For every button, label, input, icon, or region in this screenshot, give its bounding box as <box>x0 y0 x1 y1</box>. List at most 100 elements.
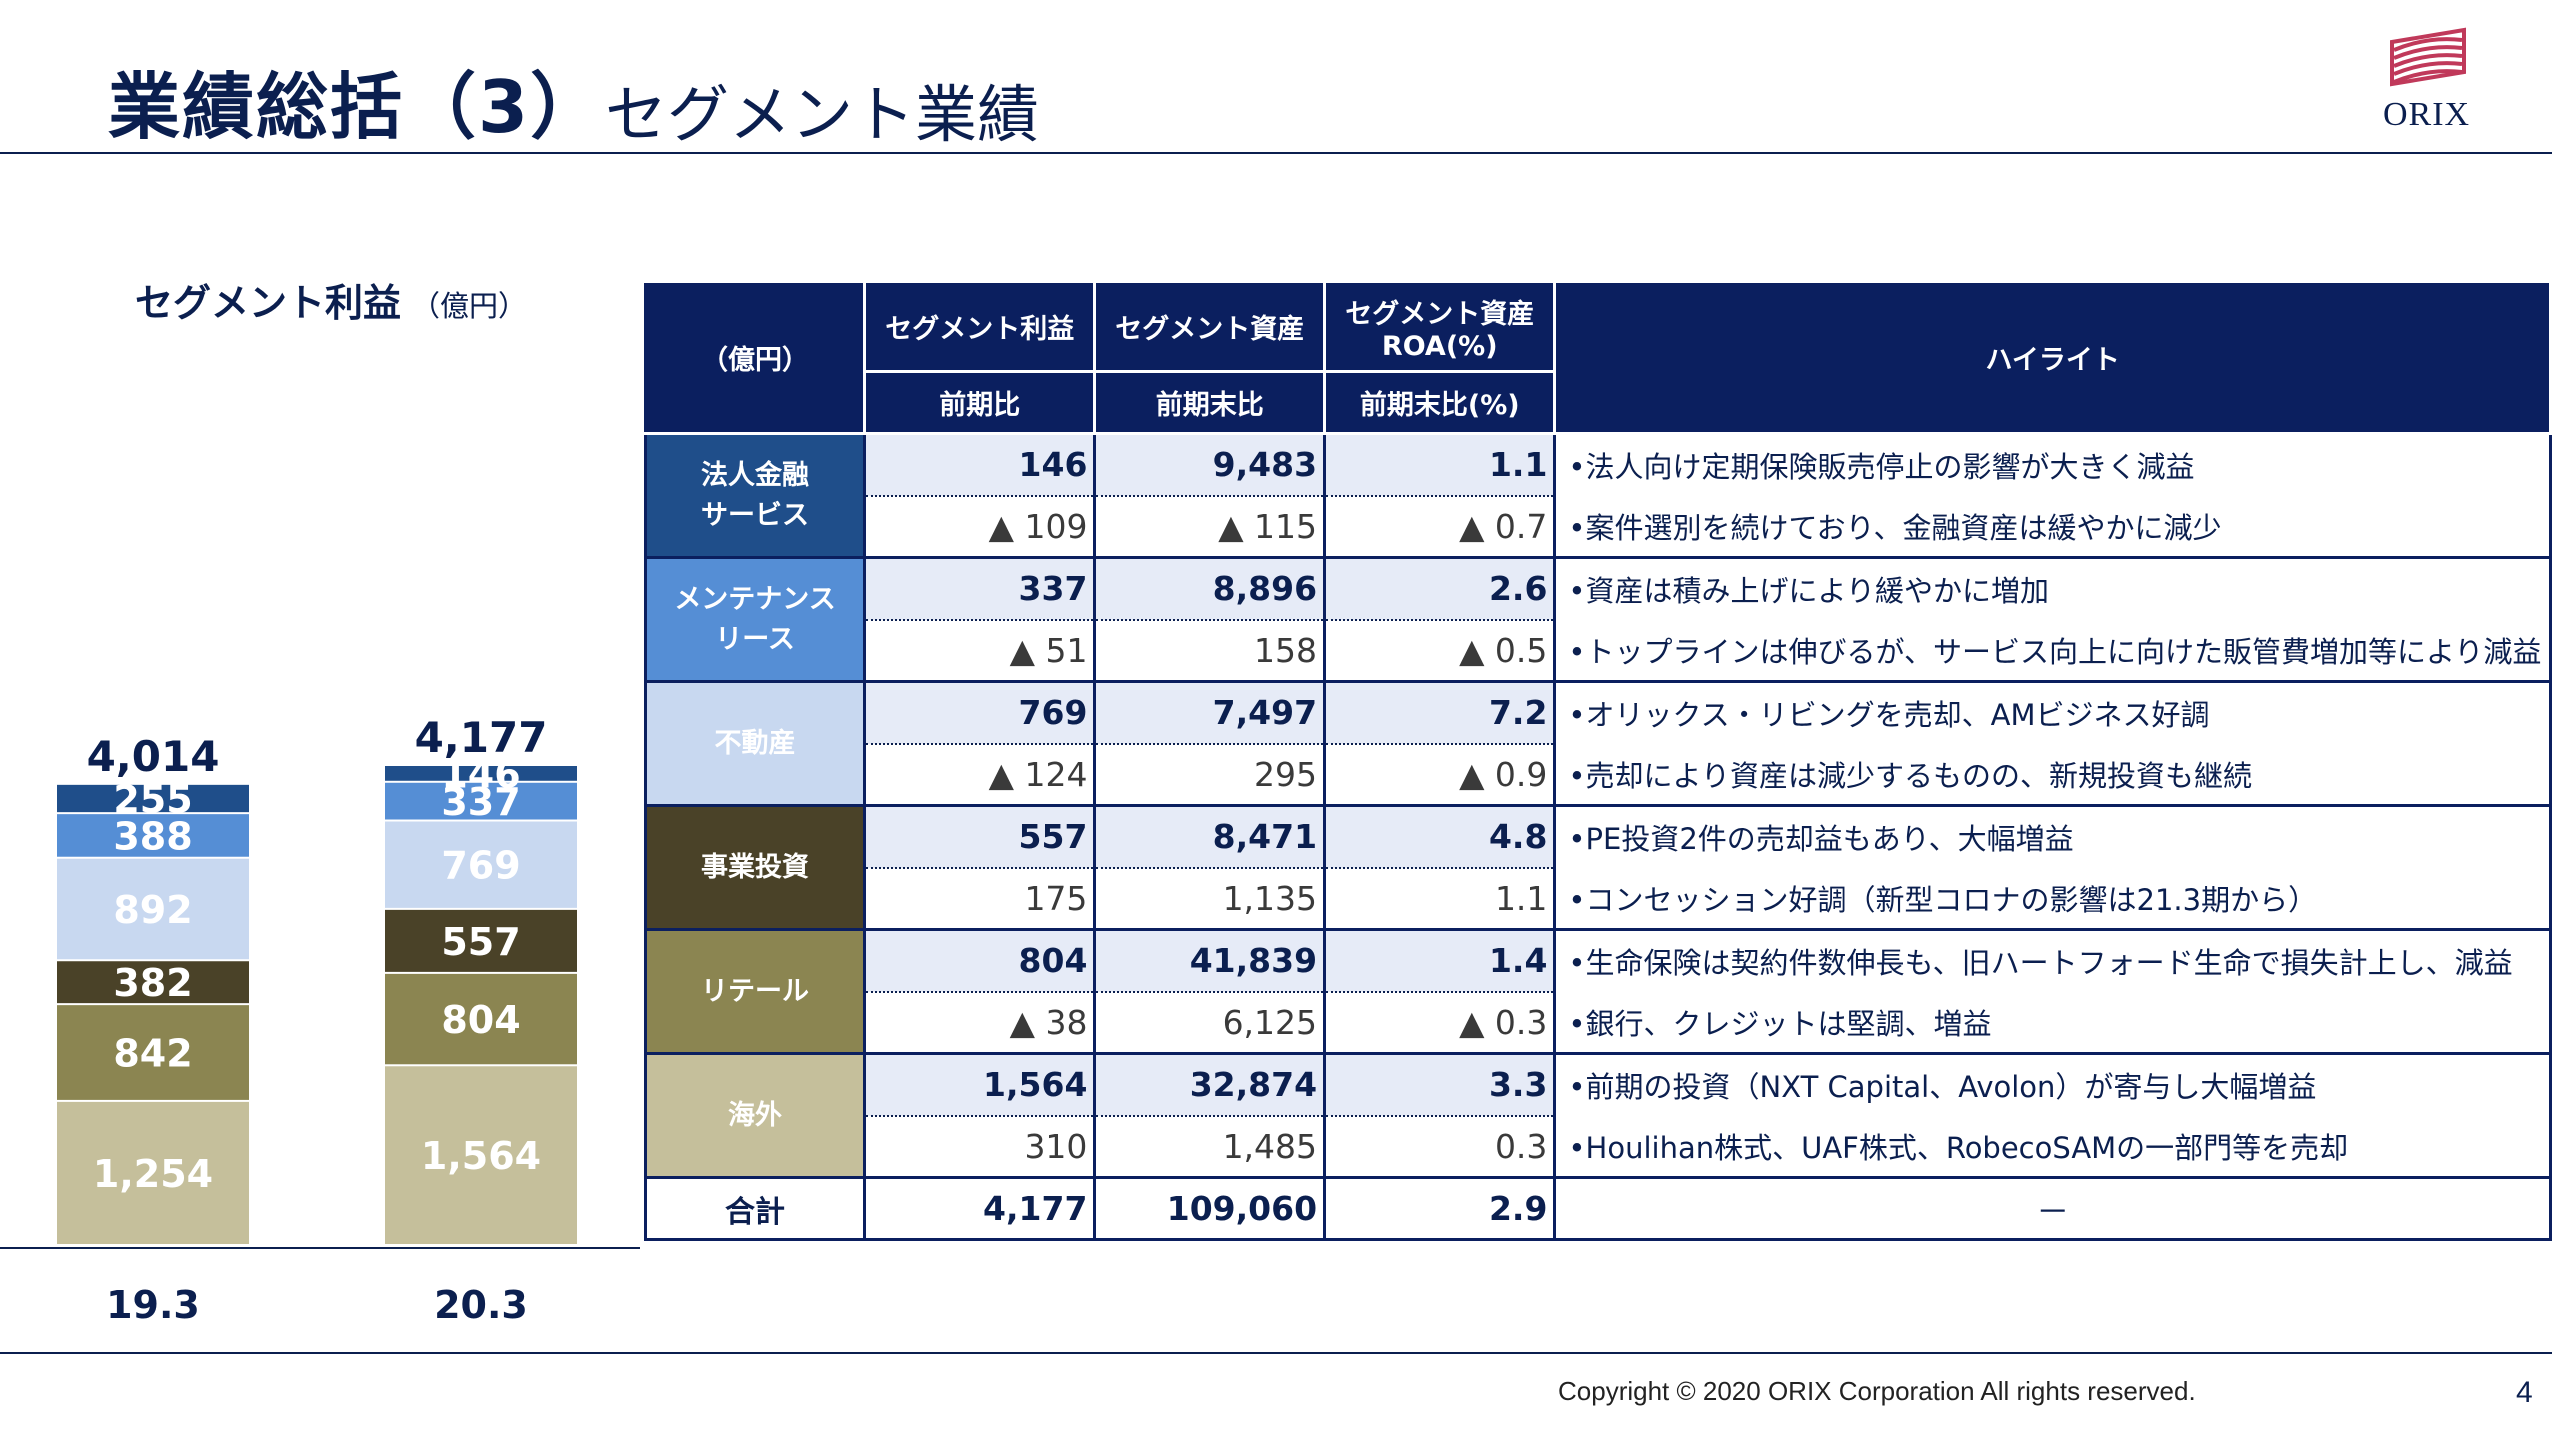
orix-logo-icon <box>2390 27 2466 87</box>
segment-assets: 9,483 <box>1093 433 1327 497</box>
segment-table-wrapper: （億円） セグメント利益 セグメント資産 セグメント資産 ROA(%) ハイライ… <box>643 280 2552 1241</box>
segment-assets: 8,896 <box>1093 557 1327 621</box>
segment-profit: 769 <box>863 681 1097 745</box>
bar-total-label: 4,177 <box>415 713 548 762</box>
segment-profit-change: 310 <box>863 1115 1097 1179</box>
segment-name: 事業投資 <box>643 804 867 931</box>
x-tick-label: 19.3 <box>106 1283 200 1327</box>
x-tick-label: 20.3 <box>434 1283 528 1327</box>
chart-title-text: セグメント利益 <box>135 281 402 325</box>
segment-name: 海外 <box>643 1052 867 1179</box>
page-title: 業績総括（3） <box>108 65 605 149</box>
total-assets: 109,060 <box>1093 1176 1327 1241</box>
total-highlight: － <box>1553 1176 2552 1241</box>
total-label: 合計 <box>643 1176 867 1241</box>
table-row: ▲ 109 ▲ 115 ▲ 0.7 •案件選別を続けており、金融資産は緩やかに減少 <box>646 495 2552 559</box>
segment-name: 不動産 <box>643 680 867 807</box>
segment-highlight-2: •売却により資産は減少するものの、新規投資も継続 <box>1553 743 2552 807</box>
orix-logo-text: ORIX <box>2383 96 2471 133</box>
segment-profit: 146 <box>863 433 1097 497</box>
bar-segment-maintenance <box>385 782 577 820</box>
segment-highlight-1: •PE投資2件の売却益もあり、大幅増益 <box>1553 805 2552 868</box>
segment-assets: 32,874 <box>1093 1053 1327 1117</box>
bar-segment-corporate <box>57 784 249 813</box>
segment-assets: 8,471 <box>1093 805 1327 869</box>
data-label-retail: 804 <box>441 998 520 1042</box>
segment-name-line1: 事業投資 <box>701 851 810 883</box>
segment-assets-change: ▲ 115 <box>1093 495 1327 559</box>
segment-profit: 1,564 <box>863 1053 1097 1117</box>
segment-profit-change: ▲ 109 <box>863 495 1097 559</box>
segment-name-line1: 不動産 <box>714 727 796 759</box>
segment-name-line1: 海外 <box>728 1099 783 1131</box>
data-label-corporate: 146 <box>441 752 520 796</box>
data-label-pe: 382 <box>113 961 192 1005</box>
table-row: 法人金融 サービス 146 9,483 1.1 •法人向け定期保険販売停止の影響が大きく減… <box>643 432 2552 559</box>
segment-table: （億円） セグメント利益 セグメント資産 セグメント資産 ROA(%) ハイライ… <box>643 280 2552 1241</box>
col-assets-subheader: 前期末比 <box>1093 370 1327 435</box>
bar-segment-corporate <box>385 766 577 781</box>
page-number: 4 <box>2516 1376 2533 1409</box>
segment-assets: 41,839 <box>1093 929 1327 993</box>
data-label-maintenance: 388 <box>113 814 192 858</box>
table-row: ▲ 124 295 ▲ 0.9 •売却により資産は減少するものの、新規投資も継続 <box>646 743 2552 807</box>
segment-roa: 3.3 <box>1323 1053 1557 1117</box>
segment-highlight-2: •トップラインは伸びるが、サービス向上に向けた販管費増加等により減益 <box>1553 619 2552 683</box>
segment-name: メンテナンス リース <box>643 556 867 683</box>
segment-assets-change: 1,135 <box>1093 867 1327 931</box>
segment-roa: 1.4 <box>1323 929 1557 993</box>
segment-name-line2: リース <box>715 623 795 655</box>
segment-assets-change: 1,485 <box>1093 1115 1327 1179</box>
table-row: 175 1,135 1.1 •コンセッション好調（新型コロナの影響は21.3期から） <box>646 867 2552 931</box>
table-row: 310 1,485 0.3 •Houlihan株式、UAF株式、RobecoSAMの一… <box>646 1115 2552 1179</box>
segment-name-line1: 法人金融 <box>701 459 810 491</box>
data-label-realestate: 769 <box>441 844 520 888</box>
bar-segment-overseas <box>385 1066 577 1244</box>
bar-total-label: 4,014 <box>87 732 220 781</box>
table-row: リテール 804 41,839 1.4 •生命保険は契約件数伸長も、旧ハートフォード生命… <box>643 928 2552 1055</box>
segment-roa: 1.1 <box>1323 433 1557 497</box>
segment-name: リテール <box>643 928 867 1055</box>
segment-assets: 7,497 <box>1093 681 1327 745</box>
segment-highlight-2: •Houlihan株式、UAF株式、RobecoSAMの一部門等を売却 <box>1553 1115 2552 1179</box>
data-label-overseas: 1,564 <box>421 1134 541 1178</box>
col-assets-header: セグメント資産 <box>1093 280 1327 373</box>
data-label-retail: 842 <box>113 1032 192 1076</box>
segment-highlight-1: •法人向け定期保険販売停止の影響が大きく減益 <box>1553 433 2552 496</box>
segment-profit: 557 <box>863 805 1097 869</box>
segment-highlight-2: •コンセッション好調（新型コロナの影響は21.3期から） <box>1553 867 2552 931</box>
chart-title: セグメント利益 （億円） <box>135 272 527 327</box>
segment-highlight-2: •案件選別を続けており、金融資産は緩やかに減少 <box>1553 495 2552 559</box>
footer-divider <box>0 1352 2552 1354</box>
segment-highlight-1: •オリックス・リビングを売却、AMビジネス好調 <box>1553 681 2552 744</box>
col-roa-header: セグメント資産 ROA(%) <box>1323 280 1557 373</box>
bar-segment-retail <box>385 973 577 1065</box>
segment-name-line2: サービス <box>701 499 810 531</box>
copyright-text: Copyright © 2020 ORIX Corporation All ri… <box>1558 1376 2196 1406</box>
segment-roa: 2.6 <box>1323 557 1557 621</box>
data-label-corporate: 255 <box>113 777 192 821</box>
col-profit-subheader: 前期比 <box>863 370 1097 435</box>
segment-assets-change: 6,125 <box>1093 991 1327 1055</box>
table-row: 不動産 769 7,497 7.2 •オリックス・リビングを売却、AMビジネス好調 <box>643 680 2552 807</box>
segment-profit-change: ▲ 124 <box>863 743 1097 807</box>
col-highlight-header: ハイライト <box>1553 280 2552 435</box>
segment-name: 法人金融 サービス <box>643 432 867 559</box>
segment-assets-change: 158 <box>1093 619 1327 683</box>
bar-segment-pe <box>57 961 249 1004</box>
segment-roa-change: ▲ 0.5 <box>1323 619 1557 683</box>
bar-segment-retail <box>57 1005 249 1100</box>
data-label-realestate: 892 <box>113 888 192 932</box>
data-label-overseas: 1,254 <box>93 1152 213 1196</box>
data-label-maintenance: 337 <box>441 780 520 824</box>
segment-assets-change: 295 <box>1093 743 1327 807</box>
total-roa: 2.9 <box>1323 1176 1557 1241</box>
col-roa-header-line1: セグメント資産 <box>1345 298 1535 330</box>
segment-roa-change: ▲ 0.3 <box>1323 991 1557 1055</box>
segment-highlight-2: •銀行、クレジットは堅調、増益 <box>1553 991 2552 1055</box>
segment-name-line1: リテール <box>701 975 810 1007</box>
segment-profit-change: ▲ 51 <box>863 619 1097 683</box>
total-profit: 4,177 <box>863 1176 1097 1241</box>
bar-segment-overseas <box>57 1101 249 1244</box>
total-row: 合計 4,177 109,060 2.9 － <box>643 1176 2552 1241</box>
